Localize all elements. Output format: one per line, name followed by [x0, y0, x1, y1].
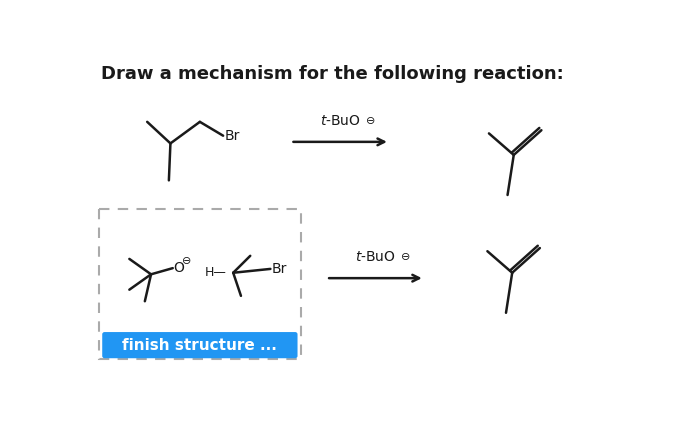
Text: $\ominus$: $\ominus$: [365, 115, 375, 126]
Text: $\ominus$: $\ominus$: [181, 255, 192, 266]
FancyBboxPatch shape: [102, 332, 298, 358]
Text: Br: Br: [225, 129, 240, 143]
Text: Br: Br: [272, 262, 287, 276]
Text: Draw a mechanism for the following reaction:: Draw a mechanism for the following react…: [102, 65, 564, 83]
Text: finish structure ...: finish structure ...: [122, 337, 277, 353]
Text: H—: H—: [205, 266, 227, 279]
Text: $\ominus$: $\ominus$: [400, 251, 410, 262]
Text: $t$-BuO: $t$-BuO: [320, 114, 360, 128]
Text: $t$-BuO: $t$-BuO: [355, 250, 395, 264]
Text: O: O: [174, 261, 184, 275]
